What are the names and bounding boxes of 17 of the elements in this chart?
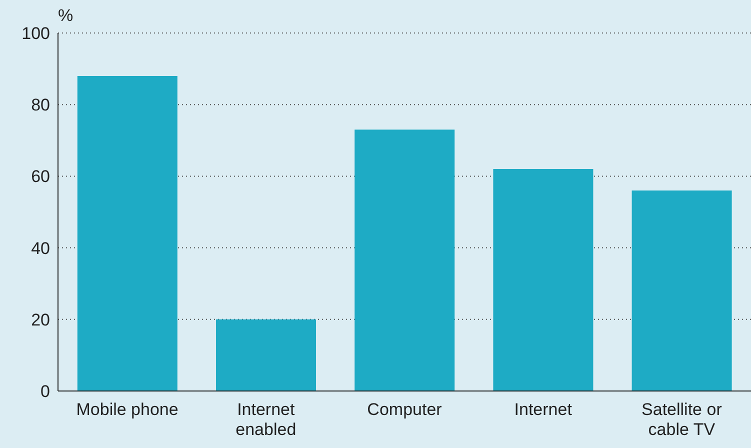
x-tick-label: Internet (514, 400, 572, 419)
bar (493, 169, 594, 391)
y-tick-label: 60 (31, 167, 50, 186)
bar (77, 76, 178, 391)
y-tick-label: 100 (22, 24, 50, 44)
bar (216, 319, 316, 391)
y-tick-label: 0 (40, 382, 50, 402)
y-axis-title: % (58, 6, 74, 26)
y-tick-label: 20 (31, 310, 50, 330)
y-tick-label: 80 (31, 96, 50, 115)
x-tick-label: Mobile phone (76, 400, 178, 419)
x-tick-label: Internet enabled (236, 400, 296, 439)
y-tick-label: 40 (31, 238, 50, 258)
x-tick-label: Satellite or cable TV (642, 400, 722, 439)
bar (354, 130, 455, 391)
bar (632, 190, 732, 391)
x-tick-label: Computer (367, 400, 442, 419)
